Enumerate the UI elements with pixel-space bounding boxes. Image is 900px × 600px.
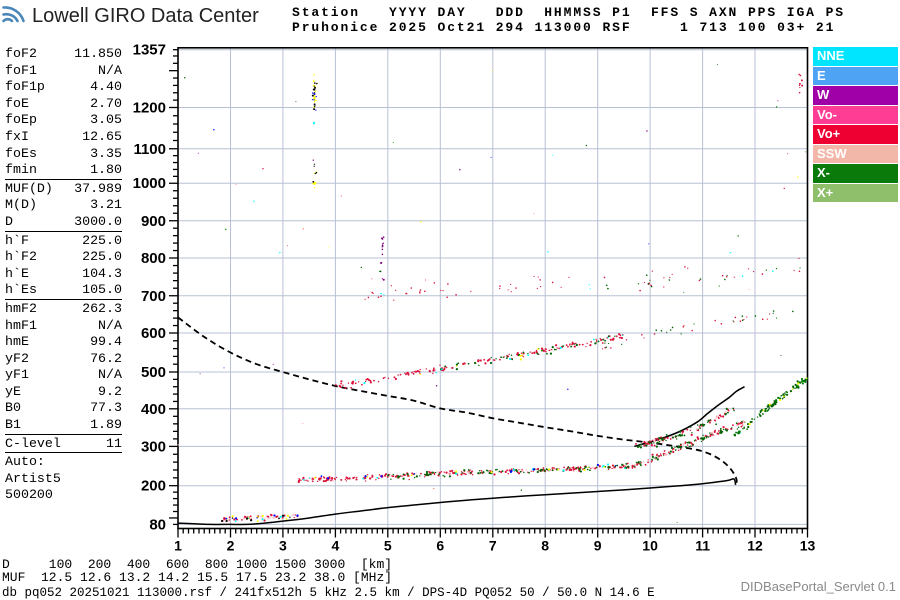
- svg-text:1200: 1200: [133, 100, 166, 117]
- svg-text:80: 80: [149, 516, 166, 533]
- svg-text:300: 300: [141, 438, 166, 455]
- svg-text:5: 5: [384, 538, 392, 554]
- svg-text:900: 900: [141, 213, 166, 230]
- svg-text:1100: 1100: [133, 141, 166, 158]
- svg-text:4: 4: [332, 538, 340, 554]
- svg-text:11: 11: [695, 538, 710, 554]
- svg-text:500: 500: [141, 364, 166, 381]
- svg-text:2: 2: [227, 538, 235, 554]
- svg-text:600: 600: [141, 325, 166, 342]
- svg-text:200: 200: [141, 478, 166, 495]
- svg-text:10: 10: [642, 538, 658, 554]
- svg-text:12: 12: [747, 538, 763, 554]
- svg-text:9: 9: [594, 538, 602, 554]
- svg-text:1000: 1000: [133, 175, 166, 192]
- svg-text:400: 400: [141, 401, 166, 418]
- svg-text:1: 1: [174, 538, 182, 554]
- svg-text:6: 6: [436, 538, 444, 554]
- svg-text:8: 8: [541, 538, 549, 554]
- svg-text:3: 3: [279, 538, 287, 554]
- svg-text:1357: 1357: [133, 42, 166, 59]
- svg-text:13: 13: [800, 538, 816, 554]
- svg-text:800: 800: [141, 250, 166, 267]
- svg-text:7: 7: [489, 538, 497, 554]
- svg-text:700: 700: [141, 288, 166, 305]
